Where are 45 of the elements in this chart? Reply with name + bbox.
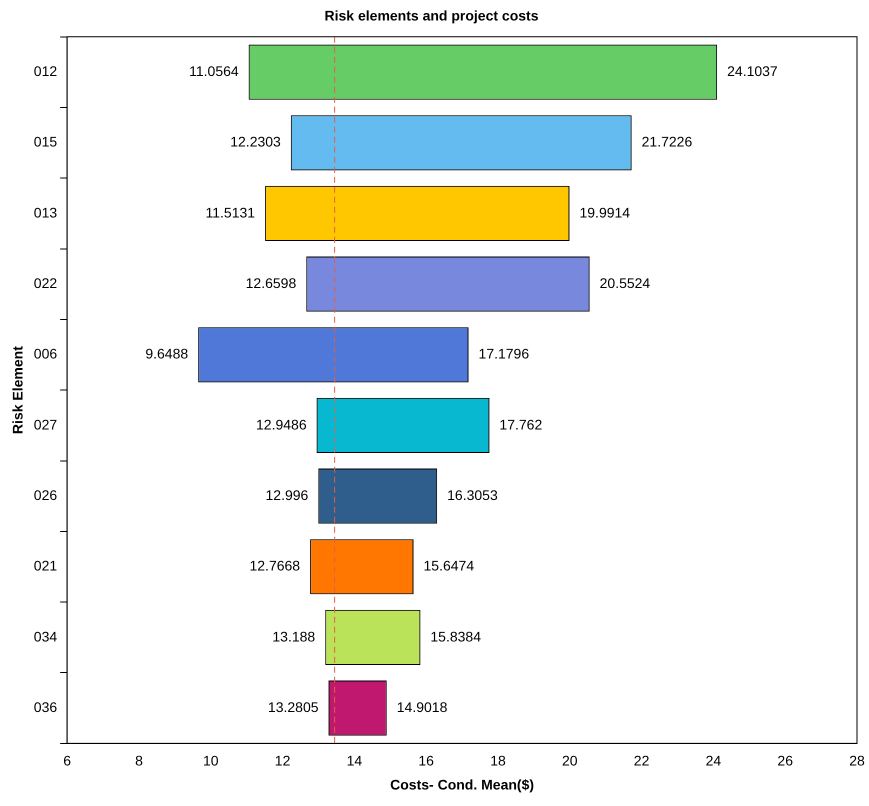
annotation: 20.5524: [600, 274, 650, 291]
annotation: 12.6598: [246, 274, 296, 291]
x-tick-label: 18: [490, 752, 506, 769]
x-tick-label: 6: [63, 752, 72, 769]
annotation: 21.7226: [642, 134, 692, 150]
annotation: 12.2303: [230, 134, 282, 150]
chart-title: Risk elements and project costs: [324, 7, 539, 24]
y-tick-label: 034: [34, 628, 58, 644]
annotation: 19.9914: [579, 204, 630, 220]
annotation: 17.1796: [478, 346, 530, 362]
x-tick-label: 16: [418, 752, 434, 769]
x-axis-title: Costs- Cond. Mean($): [390, 776, 534, 792]
y-tick-label: 015: [34, 134, 58, 150]
annotation: 14.9018: [396, 698, 448, 715]
x-tick-label: 28: [849, 752, 865, 769]
annotation: 15.8384: [430, 628, 482, 644]
x-tick-label: 12: [274, 752, 291, 769]
x-tick-label: 14: [346, 752, 362, 769]
x-tick-label: 10: [202, 752, 219, 769]
y-tick-label: 026: [34, 486, 58, 503]
y-tick-label: 022: [34, 274, 58, 291]
annotation: 11.0564: [189, 62, 239, 79]
y-axis-title: Risk Element: [9, 346, 26, 434]
x-tick-label: 22: [634, 752, 650, 769]
y-tick-label: 021: [34, 558, 58, 574]
annotation: 12.996: [266, 486, 309, 503]
y-tick-label: 012: [34, 62, 58, 79]
y-tick-label: 013: [34, 204, 58, 220]
x-tick-label: 20: [562, 752, 578, 769]
annotation: 12.7668: [249, 558, 300, 574]
x-tick-label: 24: [706, 752, 722, 769]
y-tick-label: 027: [34, 416, 58, 432]
annotation: 16.3053: [447, 486, 498, 503]
annotation: 11.5131: [206, 204, 256, 220]
annotation: 12.9486: [256, 416, 307, 432]
annotation: 17.762: [499, 416, 542, 432]
annotation: 13.2805: [268, 698, 319, 715]
x-tick-label: 26: [777, 752, 794, 769]
x-tick-label: 8: [135, 752, 144, 769]
annotation: 9.6488: [145, 346, 188, 362]
annotation: 13.188: [272, 628, 316, 644]
annotation: 24.1037: [727, 62, 778, 79]
y-tick-label: 006: [34, 346, 58, 362]
annotation: 15.6474: [424, 558, 474, 574]
y-tick-label: 036: [34, 698, 58, 715]
